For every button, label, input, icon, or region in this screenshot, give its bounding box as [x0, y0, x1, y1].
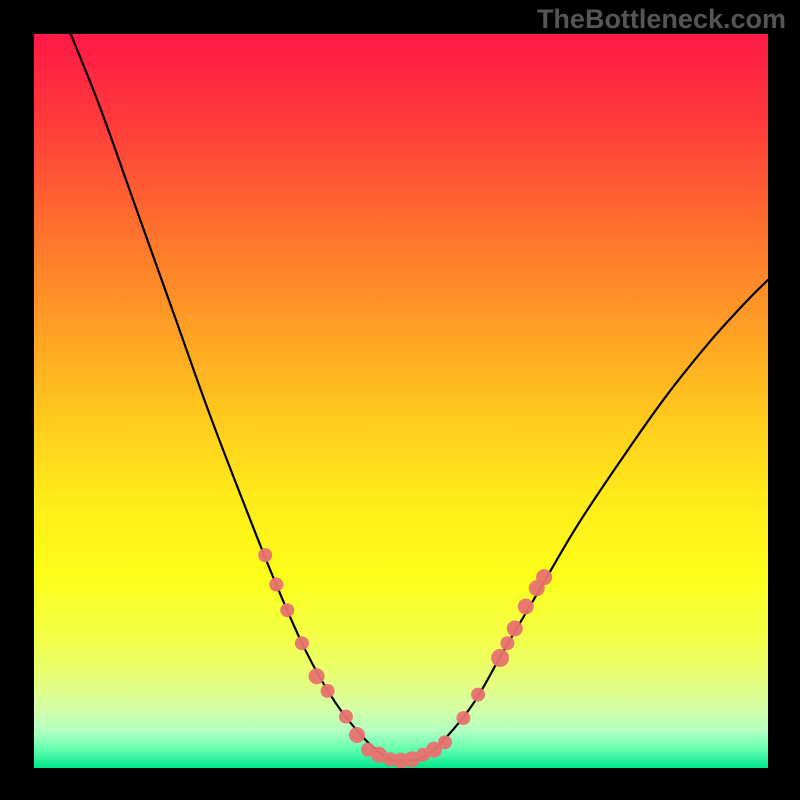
- data-marker: [471, 688, 485, 702]
- watermark-text: TheBottleneck.com: [537, 4, 786, 35]
- data-marker: [491, 649, 509, 667]
- data-marker: [500, 636, 514, 650]
- data-marker: [438, 735, 452, 749]
- data-marker: [536, 569, 552, 585]
- data-marker: [321, 684, 335, 698]
- data-marker: [269, 578, 283, 592]
- data-marker: [518, 599, 534, 615]
- data-marker: [349, 727, 365, 743]
- data-marker: [339, 710, 353, 724]
- data-marker: [295, 636, 309, 650]
- data-marker: [280, 603, 294, 617]
- chart-svg: [34, 34, 768, 768]
- data-marker: [507, 621, 523, 637]
- data-marker: [309, 668, 325, 684]
- data-marker: [456, 711, 470, 725]
- chart-background: [34, 34, 768, 768]
- chart-plot-area: [34, 34, 768, 768]
- data-marker: [258, 548, 272, 562]
